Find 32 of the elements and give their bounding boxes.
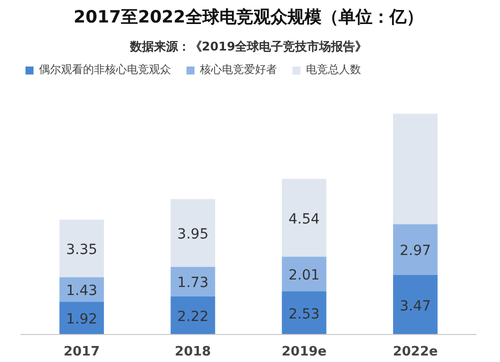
bar bbox=[170, 296, 216, 334]
bar bbox=[393, 275, 438, 334]
data-label: 3.95 bbox=[177, 226, 208, 242]
data-label: 1.43 bbox=[66, 282, 98, 299]
bar bbox=[59, 277, 104, 302]
bar bbox=[59, 302, 104, 334]
bar bbox=[393, 114, 438, 224]
data-label: 2.22 bbox=[177, 308, 208, 325]
data-label: 2.97 bbox=[400, 243, 431, 260]
data-label: 4.54 bbox=[288, 211, 320, 228]
bar bbox=[282, 256, 326, 292]
legend-label: 电竞总人数 bbox=[306, 62, 361, 77]
x-tick-label: 2017 bbox=[64, 344, 100, 360]
data-label: 1.92 bbox=[66, 312, 98, 328]
bar bbox=[282, 178, 326, 257]
chart-title: 2017至2022全球电竞观众规模（单位：亿） bbox=[74, 8, 424, 28]
chart-subtitle: 数据来源：《2019全球电子竞技市场报告》 bbox=[128, 40, 368, 54]
bar bbox=[59, 220, 104, 278]
data-label: 3.47 bbox=[400, 298, 431, 314]
data-label: 2.01 bbox=[288, 267, 320, 284]
legend-label: 偶尔观看的非核心电竞观众 bbox=[39, 62, 171, 77]
x-tick-label: 2022e bbox=[392, 344, 438, 360]
x-tick-label: 2019e bbox=[282, 344, 327, 360]
data-label: 2.53 bbox=[288, 306, 320, 322]
bar bbox=[170, 199, 216, 267]
legend-label: 核心电竞爱好者 bbox=[200, 62, 277, 77]
bar bbox=[282, 291, 326, 334]
data-label: 1.73 bbox=[177, 275, 208, 292]
x-tick-label: 2018 bbox=[174, 344, 211, 360]
bar bbox=[170, 266, 216, 296]
bar bbox=[393, 224, 438, 276]
data-label: 3.35 bbox=[66, 242, 98, 258]
